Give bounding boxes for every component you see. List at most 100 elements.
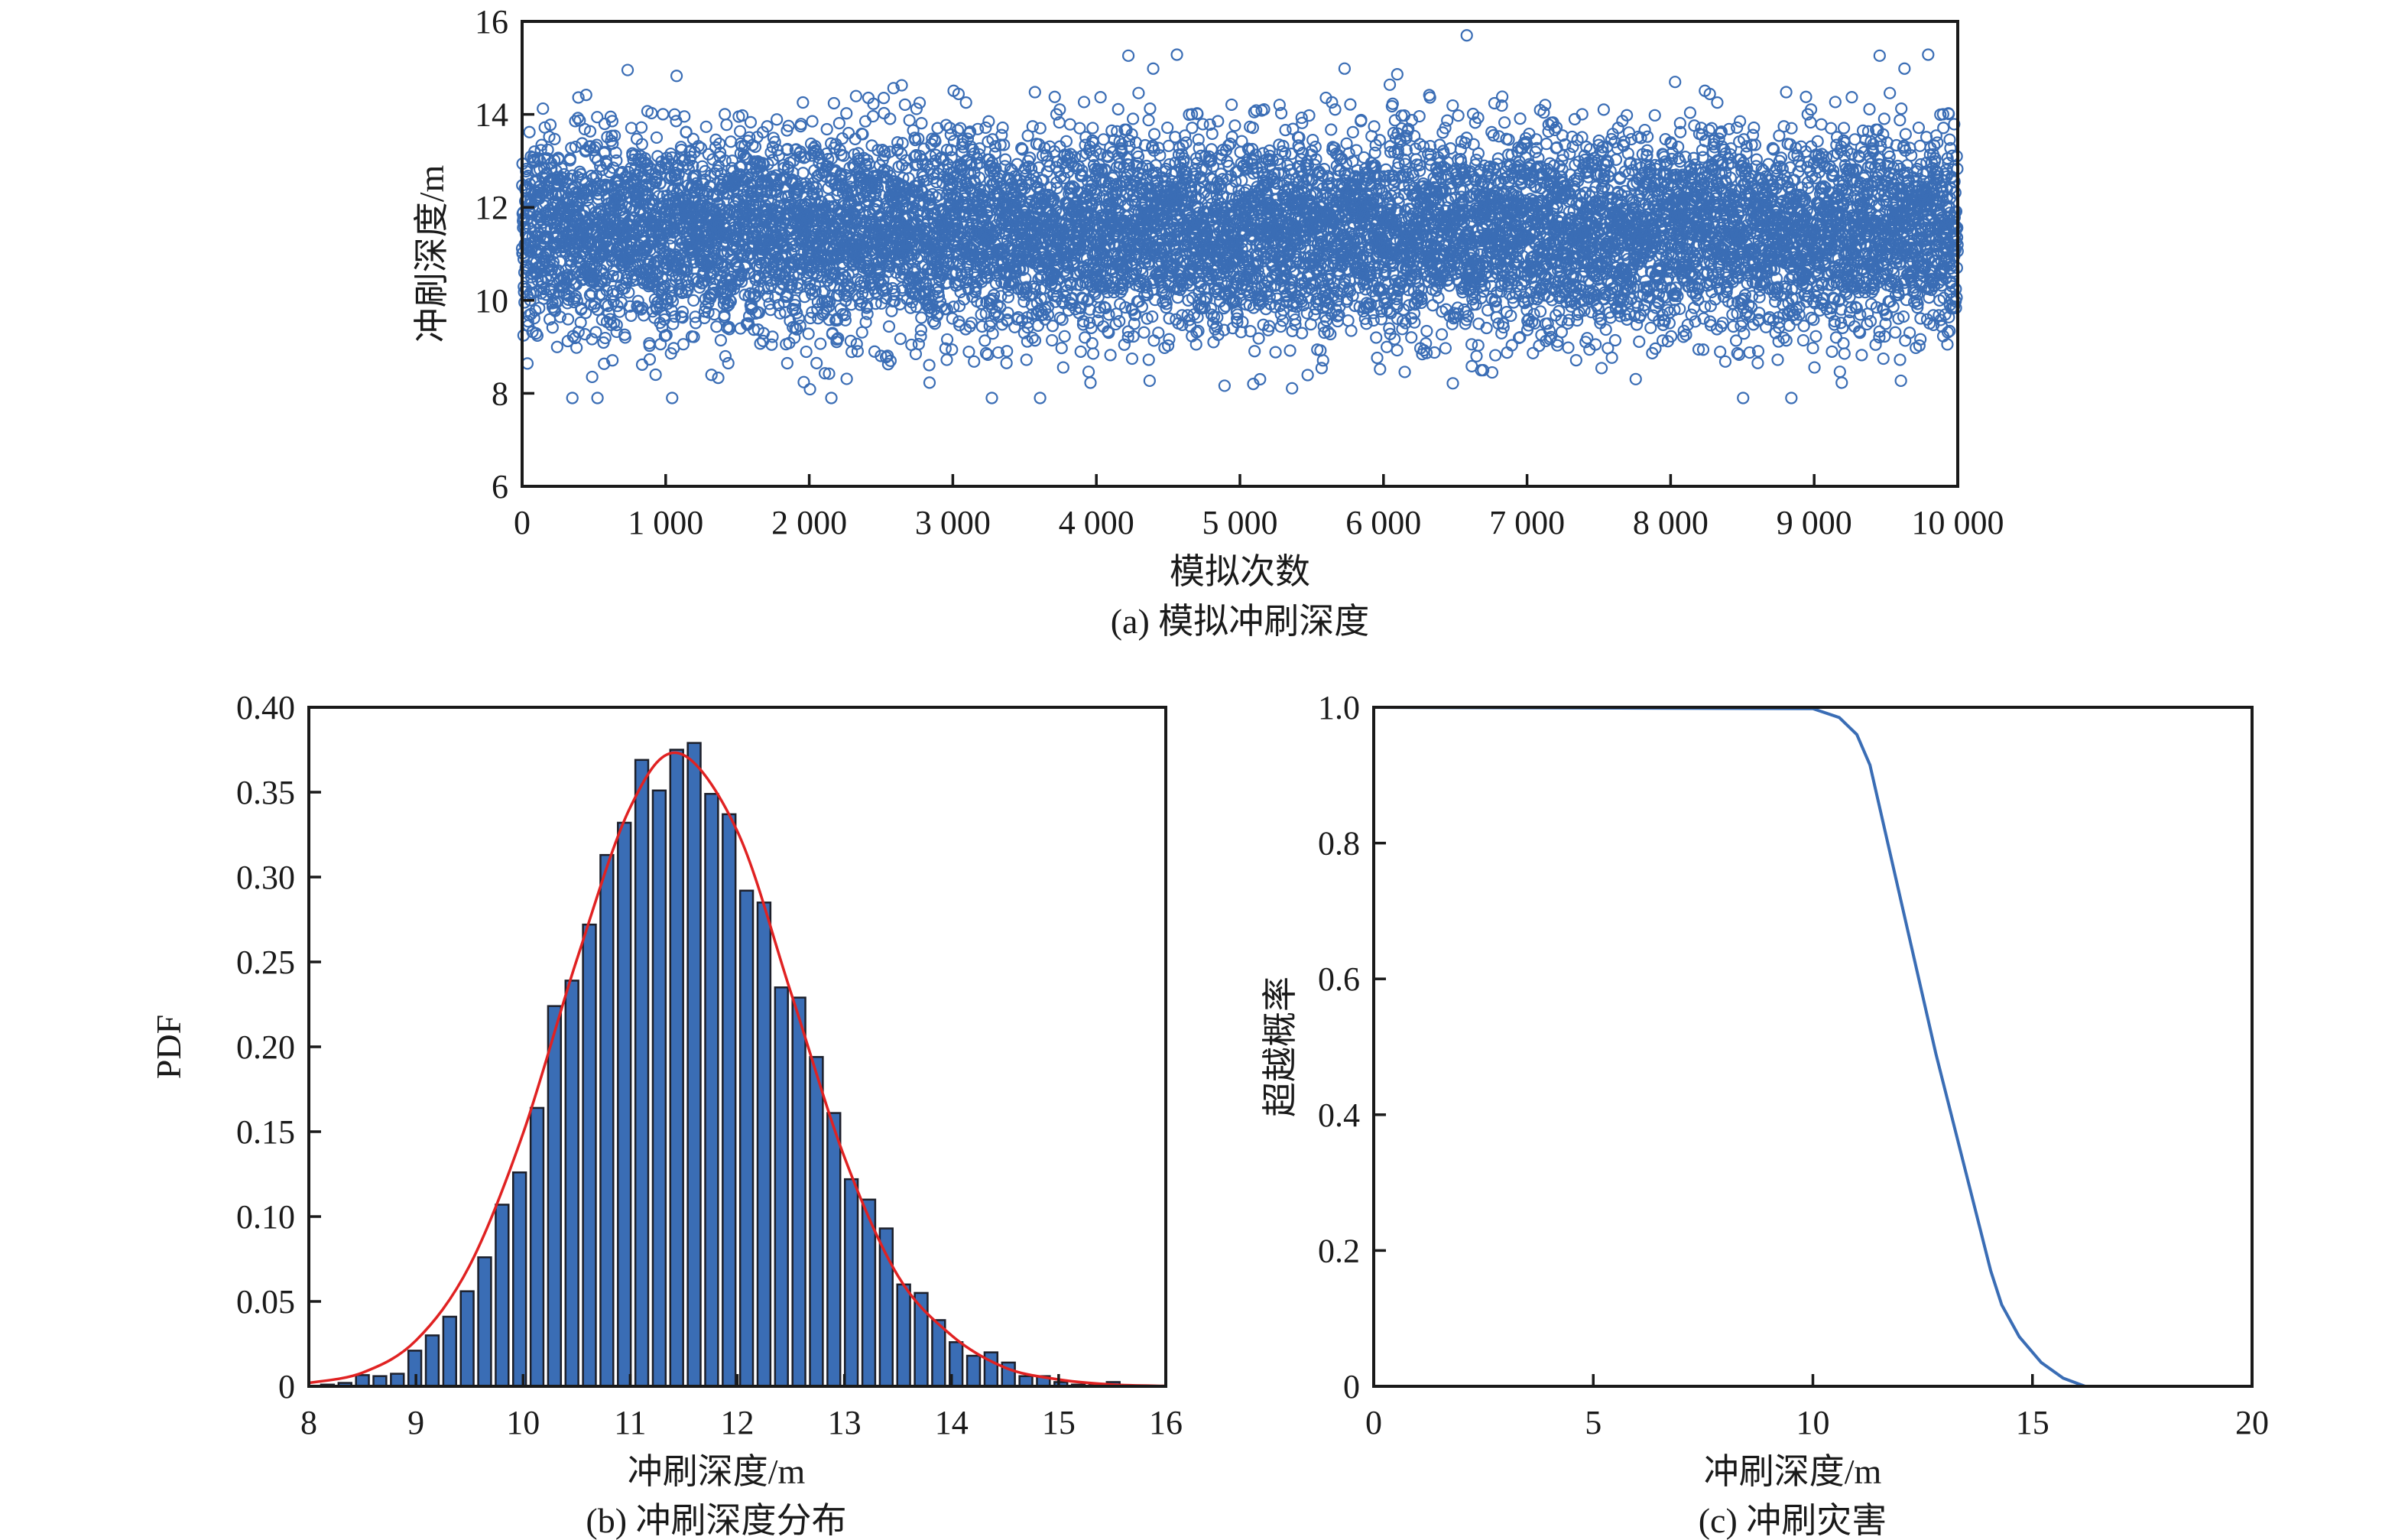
- scatter-point: [523, 125, 536, 138]
- scatter-point: [894, 333, 907, 346]
- scatter-point: [1225, 98, 1238, 112]
- scatter-point: [720, 119, 733, 132]
- scatter-point: [610, 318, 623, 332]
- scatter-point: [1055, 342, 1068, 355]
- scatter-point: [1147, 62, 1160, 75]
- scatter-point: [572, 91, 585, 104]
- scatter-point: [531, 329, 544, 342]
- scatter-point: [1161, 121, 1174, 135]
- scatter-point: [687, 330, 700, 343]
- scatter-point: [599, 331, 612, 345]
- scatter-point: [923, 376, 936, 389]
- scatter-point: [586, 370, 599, 384]
- scatter-point: [771, 113, 784, 126]
- scatter-point: [1170, 48, 1183, 61]
- scatter-point: [915, 311, 928, 324]
- scatter-point: [610, 154, 623, 167]
- scatter-point: [800, 345, 813, 359]
- scatter-point: [561, 313, 575, 326]
- scatter-point: [714, 333, 728, 347]
- scatter-point: [547, 303, 560, 316]
- scatter-point: [621, 63, 634, 76]
- scatter-point: [574, 316, 587, 329]
- scatter-point: [609, 146, 622, 159]
- scatter-point: [537, 102, 550, 115]
- scatter-point: [610, 325, 623, 339]
- scatter-point: [613, 305, 626, 318]
- scatter-point: [806, 115, 819, 128]
- scatter-point: [606, 270, 619, 283]
- scatter-point: [996, 121, 1009, 135]
- scatter-point: [810, 356, 823, 369]
- scatter-point: [855, 326, 868, 339]
- scatter-point: [692, 140, 705, 153]
- scatter-point: [923, 359, 936, 372]
- scatter-point: [578, 122, 591, 136]
- scatter-point: [625, 122, 638, 135]
- scatter-point: [820, 122, 833, 136]
- scatter-point: [617, 188, 630, 202]
- scatter-point: [959, 96, 972, 109]
- scatter-point: [618, 331, 631, 344]
- scatter-point: [590, 138, 603, 151]
- scatter-point: [1074, 345, 1087, 358]
- scatter-point: [1126, 112, 1140, 125]
- scatter-point: [710, 320, 723, 333]
- scatter-point: [689, 310, 702, 323]
- scatter-point: [803, 382, 816, 396]
- scatter-point: [619, 201, 632, 214]
- scatter-point: [544, 285, 557, 298]
- scatter-point: [688, 145, 701, 159]
- scatter-point: [827, 96, 841, 110]
- scatter-point: [541, 143, 554, 156]
- scatter-point: [586, 333, 599, 346]
- scatter-point: [965, 317, 978, 330]
- scatter-point: [569, 115, 582, 128]
- scatter-point: [1028, 334, 1042, 347]
- scatter-point: [660, 329, 673, 342]
- scatter-point: [754, 337, 767, 350]
- scatter-point: [1142, 114, 1155, 127]
- scatter-point: [677, 338, 690, 351]
- scatter-point: [849, 89, 862, 102]
- scatter-point: [686, 132, 699, 145]
- scatter-point: [605, 115, 619, 128]
- scatter-point: [1143, 374, 1156, 388]
- scatter-point: [712, 372, 725, 385]
- scatter-point: [1086, 122, 1099, 135]
- scatter-point: [1082, 366, 1095, 379]
- scatter-point: [625, 309, 638, 322]
- scatter-point: [654, 177, 667, 190]
- scatter-point: [1094, 91, 1107, 104]
- scatter-point: [968, 355, 981, 368]
- scatter-point: [649, 368, 662, 382]
- scatter-point: [680, 125, 693, 138]
- scatter-point: [622, 286, 635, 299]
- scatter-point: [635, 358, 649, 371]
- scatter-point: [1000, 356, 1013, 369]
- scatter-point: [612, 271, 625, 284]
- scatter-point: [699, 120, 712, 133]
- scatter-point: [687, 294, 700, 307]
- scatter-point: [866, 109, 880, 123]
- scatter-point: [608, 129, 621, 142]
- scatter-point: [571, 112, 585, 125]
- scatter-point: [583, 125, 597, 138]
- scatter-point: [546, 321, 559, 334]
- scatter-point: [722, 356, 735, 370]
- scatter-point: [946, 343, 959, 356]
- scatter-point: [634, 303, 647, 316]
- scatter-point: [708, 308, 721, 321]
- scatter-point: [1020, 353, 1033, 366]
- scatter-point: [797, 96, 810, 109]
- scatter-point: [1218, 379, 1232, 392]
- scatter-point: [1163, 333, 1176, 346]
- scatter-point: [635, 138, 648, 151]
- scatter-point: [766, 330, 779, 343]
- scatter-points: [515, 29, 1964, 404]
- scatter-point: [1034, 391, 1047, 404]
- scatter-point: [1169, 131, 1182, 144]
- scatter-point: [570, 341, 583, 354]
